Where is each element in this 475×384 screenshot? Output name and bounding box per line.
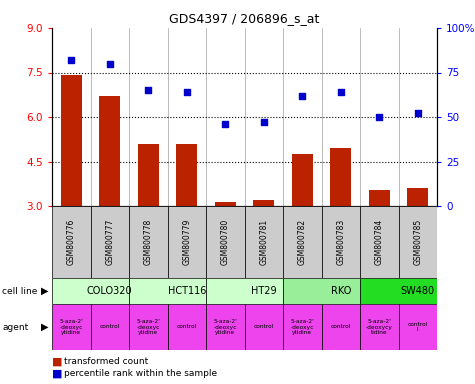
Bar [176, 144, 197, 206]
Text: 5-aza-2'
-deoxycy
tidine: 5-aza-2' -deoxycy tidine [366, 319, 393, 335]
Text: RKO: RKO [331, 286, 351, 296]
Bar [322, 304, 360, 350]
Point [67, 57, 75, 63]
Text: agent: agent [2, 323, 28, 331]
Bar [91, 206, 129, 278]
Text: GSM800781: GSM800781 [259, 219, 268, 265]
Text: percentile rank within the sample: percentile rank within the sample [64, 369, 217, 379]
Text: control: control [331, 324, 351, 329]
Bar [52, 206, 91, 278]
Text: GSM800780: GSM800780 [221, 219, 230, 265]
Bar [399, 304, 437, 350]
Text: control: control [100, 324, 120, 329]
Text: 5-aza-2'
-deoxyc
ytidine: 5-aza-2' -deoxyc ytidine [136, 319, 160, 335]
Bar [322, 206, 360, 278]
Bar [129, 304, 168, 350]
Bar [283, 278, 360, 304]
Point [221, 121, 229, 127]
Text: ■: ■ [52, 369, 63, 379]
Point [337, 89, 344, 95]
Bar [360, 206, 399, 278]
Text: GSM800779: GSM800779 [182, 219, 191, 265]
Bar [129, 278, 206, 304]
Text: COLO320: COLO320 [87, 286, 133, 296]
Bar [330, 148, 352, 206]
Bar [206, 304, 245, 350]
Bar [168, 206, 206, 278]
Bar [245, 304, 283, 350]
Text: GSM800777: GSM800777 [105, 219, 114, 265]
Text: control: control [254, 324, 274, 329]
Point [260, 119, 267, 126]
Bar [283, 206, 322, 278]
Text: cell line: cell line [2, 286, 38, 296]
Bar [99, 96, 120, 206]
Text: HT29: HT29 [251, 286, 276, 296]
Bar [360, 304, 399, 350]
Text: ▶: ▶ [40, 322, 48, 332]
Text: 5-aza-2'
-deoxyc
ytidine: 5-aza-2' -deoxyc ytidine [59, 319, 83, 335]
Bar [138, 144, 159, 206]
Bar [129, 206, 168, 278]
Point [106, 61, 114, 67]
Bar [61, 76, 82, 206]
Bar [215, 202, 236, 206]
Bar [206, 278, 283, 304]
Text: 5-aza-2'
-deoxyc
ytidine: 5-aza-2' -deoxyc ytidine [213, 319, 237, 335]
Text: GSM800784: GSM800784 [375, 219, 384, 265]
Point [414, 110, 421, 116]
Text: control
l: control l [408, 322, 428, 332]
Text: 5-aza-2'
-deoxyc
ytidine: 5-aza-2' -deoxyc ytidine [290, 319, 314, 335]
Bar [360, 278, 437, 304]
Text: GSM800783: GSM800783 [336, 219, 345, 265]
Point [144, 87, 152, 93]
Text: transformed count: transformed count [64, 358, 148, 366]
Bar [407, 188, 428, 206]
Bar [369, 190, 390, 206]
Text: GSM800778: GSM800778 [144, 219, 153, 265]
Bar [399, 206, 437, 278]
Point [298, 93, 306, 99]
Bar [283, 304, 322, 350]
Bar [206, 206, 245, 278]
Title: GDS4397 / 206896_s_at: GDS4397 / 206896_s_at [169, 12, 320, 25]
Text: SW480: SW480 [401, 286, 435, 296]
Bar [253, 200, 275, 206]
Point [183, 89, 190, 95]
Text: GSM800782: GSM800782 [298, 219, 307, 265]
Bar [292, 154, 313, 206]
Text: GSM800776: GSM800776 [67, 219, 76, 265]
Text: ▶: ▶ [40, 286, 48, 296]
Text: HCT116: HCT116 [168, 286, 206, 296]
Bar [168, 304, 206, 350]
Text: GSM800785: GSM800785 [413, 219, 422, 265]
Text: control: control [177, 324, 197, 329]
Bar [52, 304, 91, 350]
Point [375, 114, 383, 120]
Bar [245, 206, 283, 278]
Bar [52, 278, 129, 304]
Bar [91, 304, 129, 350]
Text: ■: ■ [52, 357, 63, 367]
